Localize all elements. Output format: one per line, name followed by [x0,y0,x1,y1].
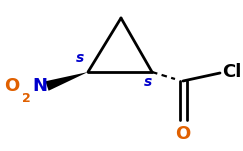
Text: s: s [76,51,84,65]
Text: s: s [144,75,152,89]
Polygon shape [45,72,88,91]
Text: N: N [33,77,47,95]
Text: Cl: Cl [222,63,241,81]
Text: O: O [175,125,191,143]
Text: O: O [4,77,20,95]
Text: 2: 2 [22,92,30,105]
